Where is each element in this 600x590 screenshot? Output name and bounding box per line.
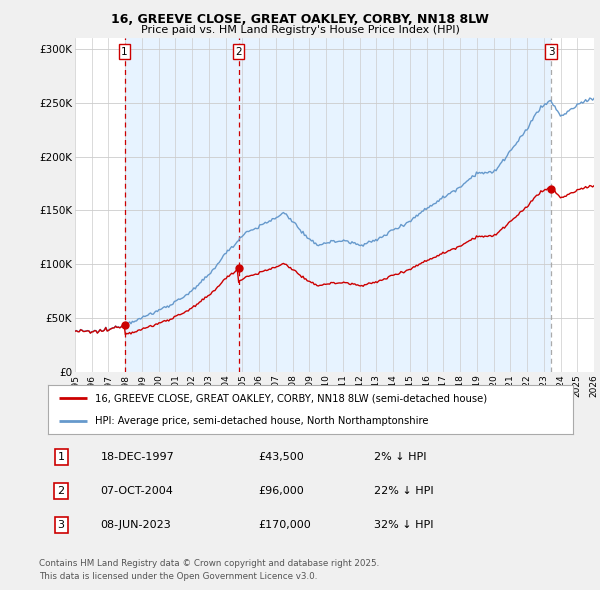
Text: HPI: Average price, semi-detached house, North Northamptonshire: HPI: Average price, semi-detached house,… — [95, 415, 429, 425]
Bar — [125, 38, 239, 372]
Text: 16, GREEVE CLOSE, GREAT OAKLEY, CORBY, NN18 8LW (semi-detached house): 16, GREEVE CLOSE, GREAT OAKLEY, CORBY, N… — [95, 394, 487, 404]
Text: 2: 2 — [58, 486, 65, 496]
Text: Price paid vs. HM Land Registry's House Price Index (HPI): Price paid vs. HM Land Registry's House … — [140, 25, 460, 35]
Text: £96,000: £96,000 — [258, 486, 304, 496]
Text: 3: 3 — [58, 520, 65, 530]
Text: 18-DEC-1997: 18-DEC-1997 — [101, 452, 174, 462]
Text: 07-OCT-2004: 07-OCT-2004 — [101, 486, 173, 496]
Bar — [239, 38, 551, 372]
Text: 2: 2 — [235, 47, 242, 57]
Text: Contains HM Land Registry data © Crown copyright and database right 2025.: Contains HM Land Registry data © Crown c… — [39, 559, 379, 568]
Text: 2% ↓ HPI: 2% ↓ HPI — [373, 452, 426, 462]
Text: 08-JUN-2023: 08-JUN-2023 — [101, 520, 171, 530]
Text: 3: 3 — [548, 47, 554, 57]
Text: £43,500: £43,500 — [258, 452, 304, 462]
Text: 1: 1 — [121, 47, 128, 57]
Text: £170,000: £170,000 — [258, 520, 311, 530]
Text: This data is licensed under the Open Government Licence v3.0.: This data is licensed under the Open Gov… — [39, 572, 317, 581]
Text: 16, GREEVE CLOSE, GREAT OAKLEY, CORBY, NN18 8LW: 16, GREEVE CLOSE, GREAT OAKLEY, CORBY, N… — [111, 13, 489, 26]
Text: 1: 1 — [58, 452, 65, 462]
Text: 32% ↓ HPI: 32% ↓ HPI — [373, 520, 433, 530]
Text: 22% ↓ HPI: 22% ↓ HPI — [373, 486, 433, 496]
